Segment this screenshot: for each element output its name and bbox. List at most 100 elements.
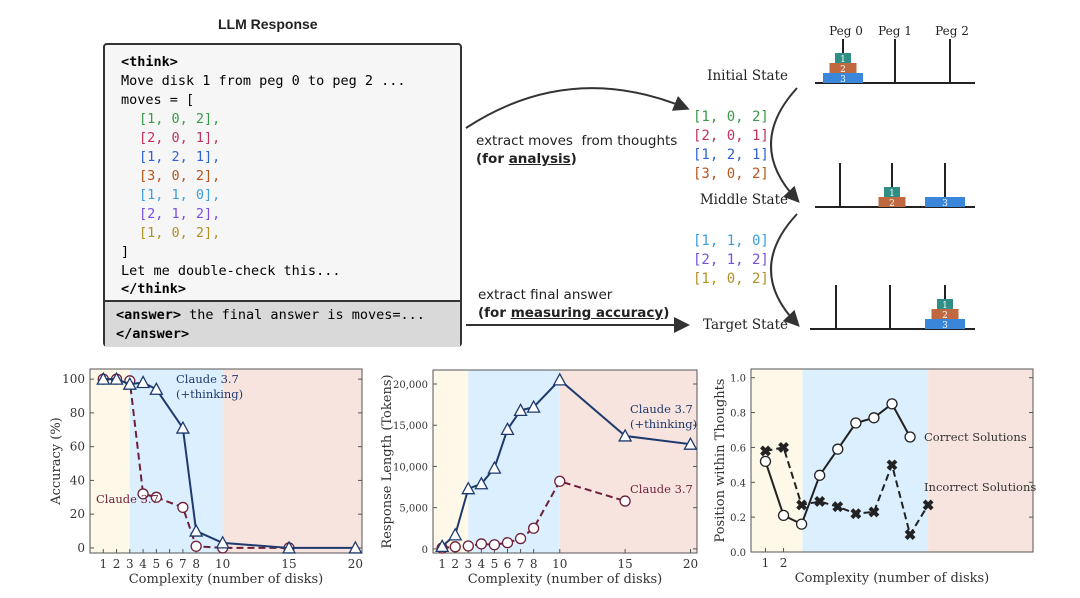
x-tick-label: 2 — [780, 556, 788, 570]
data-point — [461, 481, 476, 495]
y-tick-label: 40 — [70, 473, 85, 487]
series-line — [765, 446, 930, 538]
disk-label: 3 — [942, 199, 948, 209]
x-tick-label: 5 — [153, 557, 161, 571]
extracted-move: [1, 2, 1] — [693, 147, 769, 163]
disk-1 — [835, 53, 851, 63]
disk-label: 2 — [889, 199, 895, 209]
data-point — [150, 491, 162, 503]
data-point — [348, 540, 363, 554]
x-tick-label: 20 — [683, 557, 698, 571]
disk-label: 1 — [942, 301, 948, 311]
data-point — [500, 421, 515, 436]
disk-3 — [823, 73, 863, 83]
data-point — [795, 518, 808, 530]
data-point — [281, 540, 297, 554]
complexity-region — [751, 369, 803, 552]
data-point — [462, 540, 474, 552]
y-tick-label: 0.6 — [730, 443, 746, 454]
extracted-move: [2, 1, 2] — [693, 252, 769, 268]
data-point — [435, 539, 450, 553]
chart-1: 0 20 40 60 80 100 1 2 3 4 5 6 7 8 10 15 20 Complexity (nu… — [49, 368, 363, 587]
data-point — [449, 541, 461, 553]
x-tick-label: 15 — [281, 557, 296, 571]
disk-3 — [925, 319, 965, 329]
y-tick-label: 0.4 — [730, 478, 746, 489]
x-tick-label: 6 — [166, 557, 174, 571]
data-point — [215, 535, 230, 549]
data-point — [868, 412, 880, 424]
series-label: Claude 3.7 — [96, 492, 159, 506]
x-tick-label: 10 — [552, 557, 567, 571]
state-label: Middle State — [700, 192, 788, 208]
data-point — [554, 475, 566, 487]
data-point — [175, 420, 190, 434]
x-axis-label: Complexity (number of disks) — [795, 571, 990, 586]
state-label: Target State — [703, 317, 788, 333]
data-point — [149, 381, 164, 395]
x-tick-label: 7 — [179, 557, 187, 571]
extracted-move: [1, 1, 0] — [693, 233, 769, 249]
for-prefix: (for — [478, 305, 511, 321]
peg-label: Peg 2 — [935, 24, 969, 38]
y-axis-label: Accuracy (%) — [49, 417, 64, 506]
x-axis-label: Complexity (number of disks) — [468, 572, 663, 587]
data-point — [177, 501, 189, 514]
data-point — [527, 522, 540, 534]
complexity-region — [222, 369, 362, 553]
data-point — [886, 459, 898, 471]
plot-frame — [432, 369, 698, 554]
disk-1 — [884, 187, 900, 197]
data-point — [832, 501, 844, 513]
llm-response-box: <think> Move disk 1 from peg 0 to peg 2 … — [103, 43, 462, 347]
x-tick-label: 2 — [451, 557, 459, 571]
move-item: [2, 1, 2], — [139, 206, 221, 222]
data-point — [189, 523, 204, 537]
answer-text: the final answer is moves=... — [181, 307, 425, 323]
y-tick-label: 80 — [70, 406, 85, 420]
y-tick-label: 0 — [422, 545, 428, 556]
paren-close: ) — [663, 305, 670, 321]
data-point — [488, 539, 501, 551]
peg-label: Peg 1 — [878, 24, 912, 38]
chart-2: 0 5,000 10,000 15,000 20,000 1 2 3 4 5 6 7 8 10 15 20 Co… — [380, 369, 698, 587]
data-point — [448, 527, 463, 541]
y-tick-label: 1.0 — [730, 374, 746, 385]
data-point — [526, 399, 541, 413]
data-point — [501, 537, 514, 549]
x-tick-label: 1 — [438, 557, 446, 571]
x-tick-label: 6 — [504, 557, 512, 571]
series-label: (+thinking) — [176, 387, 243, 401]
move-item: [3, 0, 2], — [139, 168, 221, 184]
x-axis-label: Complexity (number of disks) — [129, 572, 324, 587]
x-tick-label: 10 — [215, 557, 230, 571]
complexity-region — [129, 369, 223, 553]
analysis-label: analysis — [508, 151, 571, 167]
disk-2 — [878, 197, 906, 207]
plot-frame — [89, 368, 363, 554]
data-point — [475, 538, 488, 550]
data-point — [487, 460, 502, 474]
data-point — [796, 499, 808, 511]
disk-3 — [925, 197, 965, 207]
disk-label: 2 — [942, 311, 948, 321]
data-point — [814, 469, 826, 481]
think-close-tag: </think> — [121, 281, 187, 297]
data-point — [850, 508, 862, 520]
answer-close-tag: </answer> — [116, 326, 190, 342]
y-tick-label: 60 — [70, 440, 85, 454]
data-point — [832, 443, 844, 455]
x-tick-label: 3 — [126, 557, 134, 571]
data-point — [618, 428, 633, 442]
y-tick-label: 20 — [70, 507, 85, 521]
data-point — [814, 496, 826, 507]
y-tick-label: 20,000 — [393, 380, 428, 391]
y-tick-label: 0.8 — [730, 409, 746, 420]
move-item: [1, 0, 2], — [139, 225, 221, 241]
data-point — [904, 431, 916, 443]
data-point — [96, 371, 111, 385]
moves-close: ] — [121, 244, 130, 260]
